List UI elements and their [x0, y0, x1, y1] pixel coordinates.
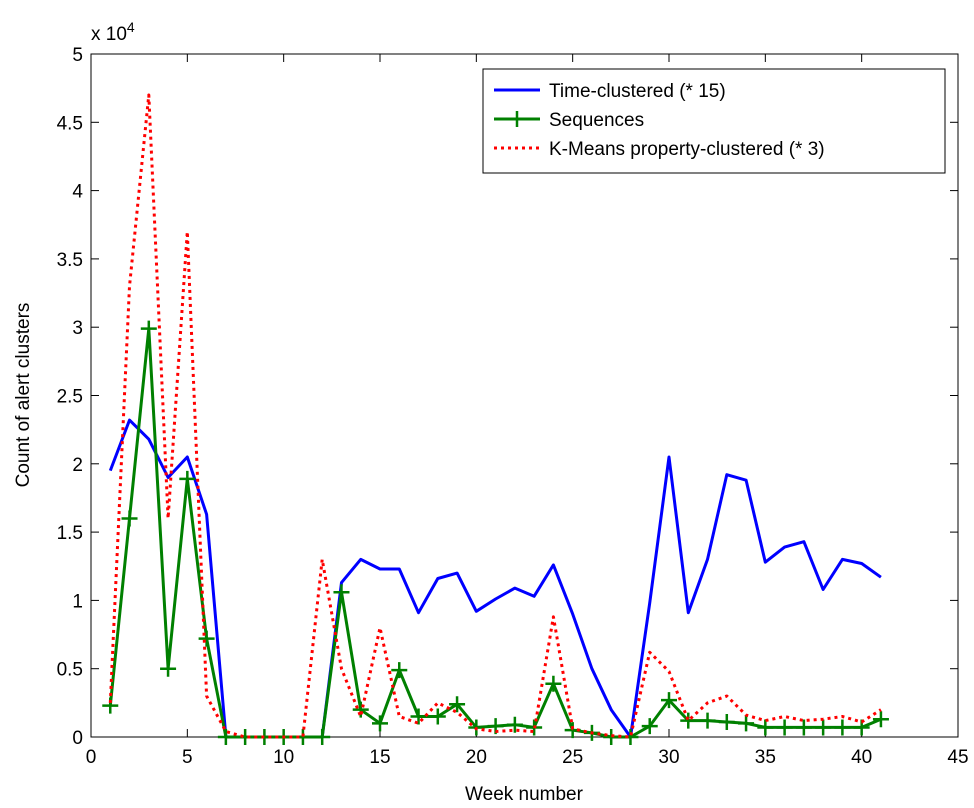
series-point-marker: [198, 630, 215, 647]
series-point-marker: [699, 712, 716, 729]
series-lines: [102, 93, 889, 745]
y-tick-label: 4.5: [57, 113, 83, 134]
y-axis-label: Count of alert clusters: [13, 303, 34, 488]
series-point-marker: [738, 715, 755, 732]
y-tick-label: 0.5: [57, 660, 83, 681]
y-tick-label: 1.5: [57, 523, 83, 544]
x-tick-label: 20: [466, 747, 487, 768]
y-tick-label: 4: [72, 182, 83, 203]
series-point-marker: [410, 708, 427, 725]
series-point-marker: [237, 729, 254, 745]
series-point-marker: [140, 320, 157, 337]
y-exponent-label: x 104: [91, 19, 135, 45]
axis-ticks: 0 5 10 15 20 25 30 35 40 45 0 0.5 1 1.5 2 2.5 3 3.5 4 4.5 5: [57, 45, 969, 768]
y-tick-label: 2: [72, 455, 83, 476]
series-point-marker: [217, 729, 234, 745]
x-tick-label: 35: [755, 747, 776, 768]
series-point-marker: [718, 713, 735, 730]
series-point-marker: [545, 675, 562, 692]
series-point-marker: [314, 729, 331, 745]
y-tick-label: 3.5: [57, 250, 83, 271]
y-tick-label: 2.5: [57, 387, 83, 408]
y-tick-label: 3: [72, 318, 83, 339]
series-point-marker: [795, 719, 812, 736]
series-point-marker: [372, 715, 388, 732]
y-tick-label: 5: [72, 45, 83, 66]
series-point-marker: [506, 716, 523, 733]
x-tick-label: 45: [947, 747, 968, 768]
legend-marker: [509, 111, 525, 127]
series-point-marker: [160, 660, 177, 677]
x-tick-label: 0: [86, 747, 97, 768]
x-tick-label: 15: [369, 747, 390, 768]
series-point-marker: [429, 708, 446, 725]
x-tick-label: 40: [851, 747, 872, 768]
legend-label-2: Sequences: [549, 110, 644, 131]
series-point-marker: [622, 729, 639, 745]
series-line-3: [108, 93, 882, 739]
series-point-marker: [179, 470, 196, 487]
series-point-marker: [872, 711, 889, 728]
y-exponent-power: 4: [127, 19, 135, 35]
legend-label-3: K-Means property-clustered (* 3): [549, 139, 825, 160]
x-tick-label: 5: [182, 747, 193, 768]
series-point-marker: [776, 719, 793, 736]
legend-box: [482, 68, 946, 174]
x-axis-label: Week number: [465, 784, 584, 805]
series-point-marker: [391, 662, 408, 679]
series-point-marker: [603, 729, 620, 745]
x-tick-label: 25: [562, 747, 583, 768]
series-point-marker: [757, 719, 774, 736]
series-point-marker: [641, 718, 658, 735]
legend-label-1: Time-clustered (* 15): [549, 81, 726, 102]
series-point-marker: [121, 510, 138, 527]
series-point-marker: [449, 696, 466, 713]
y-tick-label: 1: [72, 591, 83, 612]
x-tick-label: 30: [658, 747, 679, 768]
x-tick-label: 10: [273, 747, 294, 768]
series-point-marker: [834, 719, 851, 736]
series-point-marker: [333, 584, 350, 601]
series-point-marker: [815, 719, 832, 736]
series-point-marker: [661, 692, 677, 709]
series-point-marker: [680, 712, 697, 729]
legend: Time-clustered (* 15) Sequences K-Means pr…: [482, 68, 946, 174]
y-tick-label: 0: [72, 728, 83, 749]
series-point-marker: [352, 701, 369, 718]
